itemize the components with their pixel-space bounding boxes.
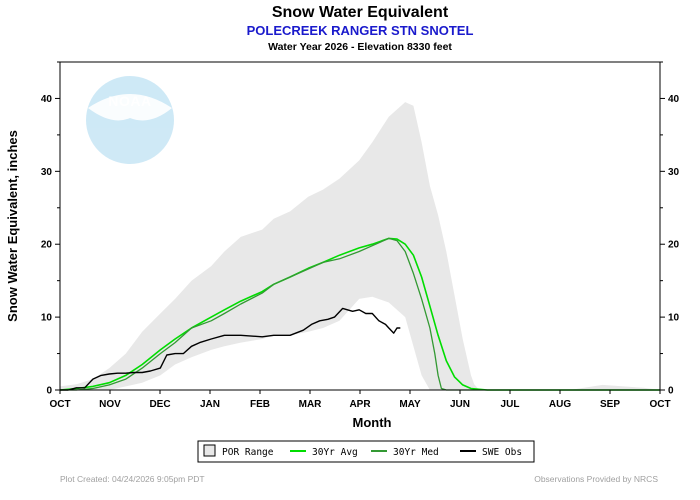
x-tick-label: MAY — [399, 399, 421, 410]
series-line-swe-obs — [60, 307, 401, 391]
y-axis-label: Snow Water Equivalent, inches — [5, 130, 20, 322]
x-tick-label: NOV — [99, 399, 121, 410]
plot-created-note: Plot Created: 04/24/2026 9:05pm PDT — [60, 474, 205, 484]
legend-label-med: 30Yr Med — [393, 447, 439, 458]
x-tick-label: SEP — [600, 399, 620, 410]
y-tick-label-left: 20 — [41, 240, 53, 251]
x-tick-label: OCT — [49, 399, 70, 410]
legend-item-med: 30Yr Med — [371, 447, 439, 458]
legend-swatch-por — [203, 444, 216, 457]
legend-box — [197, 440, 535, 463]
chart-note: Water Year 2026 - Elevation 8330 feet — [268, 41, 452, 53]
x-tick-label: FEB — [250, 399, 270, 410]
noaa-logo-text: NOAA — [108, 93, 151, 109]
legend-item-avg: 30Yr Avg — [290, 447, 358, 458]
x-tick-label: JUN — [450, 399, 470, 410]
series-lines-layer — [59, 237, 660, 391]
y-tick-label-right: 40 — [668, 94, 680, 105]
legend-label-obs: SWE Obs — [482, 447, 522, 458]
noaa-logo-gull-icon — [88, 94, 172, 121]
noaa-logo: NOAA — [86, 76, 174, 164]
x-tick-label: DEC — [149, 399, 170, 410]
series-line-30yr-avg — [59, 237, 660, 391]
y-tick-label-right: 10 — [668, 313, 680, 324]
plot-area: 0 0 10 10 20 20 30 30 40 40 OCT NOV DEC JAN FEB MAR APR… — [41, 61, 680, 410]
legend-item-obs: SWE Obs — [460, 447, 522, 458]
x-tick-label: APR — [349, 399, 371, 410]
legend-label-por: POR Range — [222, 447, 274, 458]
x-tick-label: AUG — [549, 399, 571, 410]
x-tick-label: JUL — [501, 399, 520, 410]
legend-label-avg: 30Yr Avg — [312, 447, 358, 458]
y-tick-label-left: 40 — [41, 94, 53, 105]
x-axis-label: Month — [353, 415, 392, 430]
y-tick-label-left: 10 — [41, 313, 53, 324]
series-line-30yr-med — [60, 237, 660, 391]
x-axis-ticks: OCT NOV DEC JAN FEB MAR APR MAY JUN JUL AUG SEP OCT — [49, 390, 671, 410]
x-tick-label: JAN — [200, 399, 220, 410]
y-tick-label-left: 0 — [46, 386, 52, 397]
y-tick-label-right: 20 — [668, 240, 680, 251]
y-axis-ticks: 0 0 10 10 20 20 30 30 40 40 — [41, 61, 680, 397]
data-source-note: Observations Provided by NRCS — [534, 474, 658, 484]
noaa-logo-disc — [86, 76, 174, 164]
chart-subtitle: POLECREEK RANGER STN SNOTEL — [247, 23, 474, 38]
y-tick-label-right: 30 — [668, 167, 680, 178]
y-tick-label-right: 0 — [668, 386, 674, 397]
legend: POR Range 30Yr Avg 30Yr Med SWE Obs — [197, 440, 535, 463]
chart-title: Snow Water Equivalent — [272, 4, 449, 21]
legend-item-por: POR Range — [203, 444, 274, 458]
x-tick-label: MAR — [299, 399, 323, 410]
y-tick-label-left: 30 — [41, 167, 53, 178]
x-tick-label: OCT — [649, 399, 670, 410]
